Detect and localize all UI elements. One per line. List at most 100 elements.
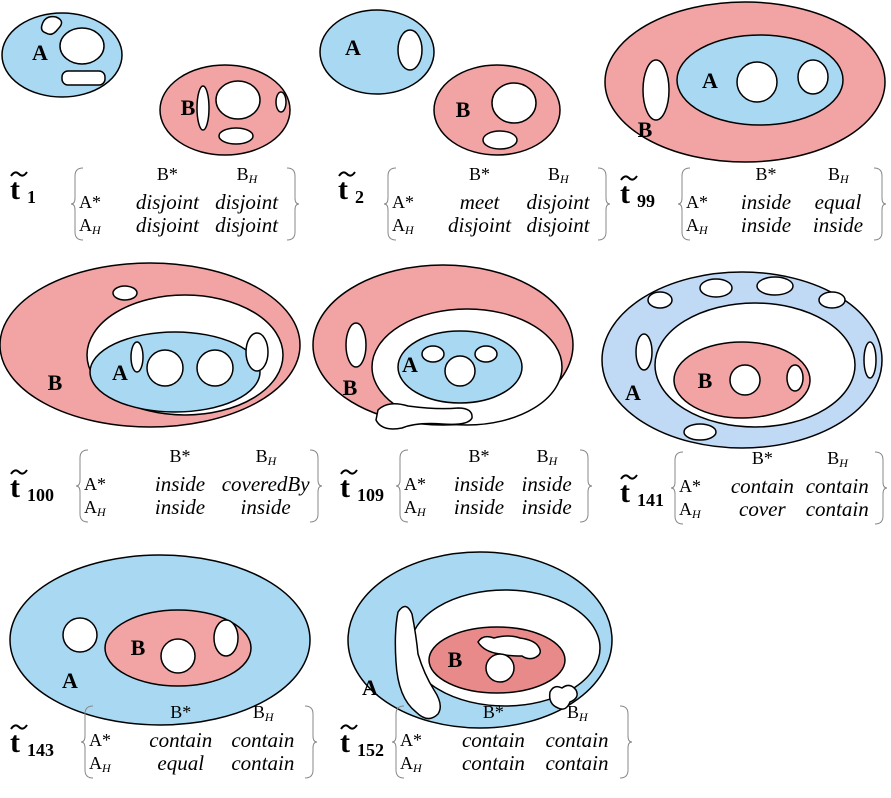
row-header: A: [89, 753, 102, 773]
col-header: B*: [755, 164, 776, 184]
relation-cell: inside: [741, 213, 791, 237]
row-header-sub: H: [691, 507, 702, 521]
relation-cell: disjoint: [136, 213, 200, 237]
col-header: B*: [483, 702, 504, 722]
relation-cell: inside: [155, 495, 205, 519]
bracket: [874, 451, 888, 525]
topology-index: 152: [357, 740, 384, 760]
relation-cell: disjoint: [215, 190, 279, 214]
col-header: B*: [157, 164, 178, 184]
region-label: A: [702, 68, 718, 93]
panel-shapes: [0, 1, 886, 729]
row-header-sub: H: [404, 223, 415, 237]
row-header: A: [79, 215, 92, 235]
relation-cell: equal: [157, 751, 204, 775]
relation-cell: contain: [806, 497, 869, 521]
bracket: [395, 449, 409, 523]
topology-symbol: t: [340, 726, 350, 759]
relation-cell: contain: [149, 728, 212, 752]
bracket: [873, 167, 887, 241]
bracket: [80, 705, 94, 779]
region-label: A: [62, 668, 78, 693]
row-header: A*: [392, 192, 414, 212]
region-label: A: [32, 40, 48, 65]
row-header-sub: H: [91, 223, 102, 237]
col-header: B: [567, 702, 579, 722]
bracket: [677, 167, 691, 241]
bracket: [670, 451, 684, 525]
col-header: B: [548, 164, 560, 184]
bracket: [383, 167, 397, 241]
topology-index: 99: [637, 191, 655, 211]
relation-cell: contain: [806, 474, 869, 498]
relation-cell: inside: [454, 472, 504, 496]
row-header: A*: [84, 474, 106, 494]
col-header-sub: H: [838, 456, 849, 470]
row-header: A*: [89, 730, 111, 750]
col-header: B*: [468, 446, 489, 466]
bracket: [579, 449, 593, 523]
region-label: A: [402, 352, 418, 377]
relation-cell: meet: [460, 190, 501, 214]
region-label: B: [638, 117, 653, 142]
region-label: B: [698, 368, 713, 393]
relation-cell: contain: [231, 751, 294, 775]
col-header-sub: H: [548, 454, 559, 468]
tilde: [338, 171, 356, 177]
col-header: B: [253, 702, 265, 722]
row-header-sub: H: [416, 505, 427, 519]
row-header: A*: [404, 474, 426, 494]
col-header: B: [827, 448, 839, 468]
relation-cell: disjoint: [136, 190, 200, 214]
tilde: [10, 724, 28, 730]
region-label: B: [456, 97, 471, 122]
tilde: [10, 469, 28, 475]
topology-symbol: t: [10, 173, 20, 206]
topology-index: 141: [637, 490, 664, 510]
relation-cell: inside: [813, 213, 863, 237]
row-header: A: [404, 497, 417, 517]
topology-index: 109: [357, 485, 384, 505]
relation-cell: inside: [741, 190, 791, 214]
bracket: [304, 705, 318, 779]
col-header-sub: H: [248, 172, 259, 186]
relation-cell: contain: [462, 728, 525, 752]
bracket: [75, 449, 89, 523]
col-header: B: [256, 446, 268, 466]
topology-symbol: t: [620, 177, 630, 210]
row-header: A: [84, 497, 97, 517]
tilde: [10, 171, 28, 177]
topology-symbol: t: [10, 726, 20, 759]
col-header-sub: H: [559, 172, 570, 186]
topology-symbol: t: [340, 471, 350, 504]
col-header-sub: H: [839, 172, 850, 186]
relation-cell: contain: [231, 728, 294, 752]
topology-index: 143: [27, 740, 54, 760]
topology-symbol: t: [338, 173, 348, 206]
tilde: [620, 474, 638, 480]
relation-cell: contain: [545, 751, 608, 775]
col-header-sub: H: [578, 710, 589, 724]
bracket: [391, 705, 405, 779]
row-header: A: [679, 499, 692, 519]
bracket: [597, 167, 611, 241]
region-label: A: [625, 380, 641, 405]
relation-cell: inside: [155, 472, 205, 496]
relation-cell: cover: [739, 497, 786, 521]
topology-symbol: t: [620, 476, 630, 509]
region-label: A: [112, 360, 128, 385]
topology-index: 100: [27, 485, 54, 505]
col-header: B*: [752, 448, 773, 468]
topology-index: 2: [355, 187, 364, 207]
col-header: B*: [169, 446, 190, 466]
region-label: B: [448, 647, 463, 672]
row-header-sub: H: [412, 761, 423, 775]
col-header: B*: [170, 702, 191, 722]
region-label: B: [181, 95, 196, 120]
region-label: B: [48, 370, 63, 395]
topology-index: 1: [27, 187, 36, 207]
region-label: A: [345, 35, 361, 60]
relation-cell: contain: [731, 474, 794, 498]
row-header: A: [686, 215, 699, 235]
tilde: [620, 175, 638, 181]
